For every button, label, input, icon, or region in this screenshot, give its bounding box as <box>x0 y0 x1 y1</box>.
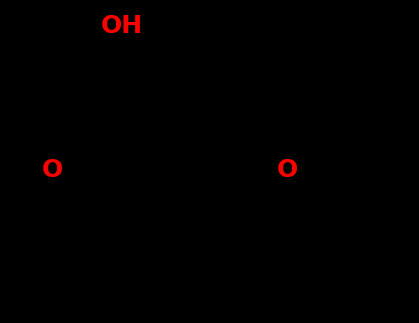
Text: O: O <box>277 158 297 182</box>
Text: OH: OH <box>101 14 143 38</box>
Text: O: O <box>42 158 63 182</box>
